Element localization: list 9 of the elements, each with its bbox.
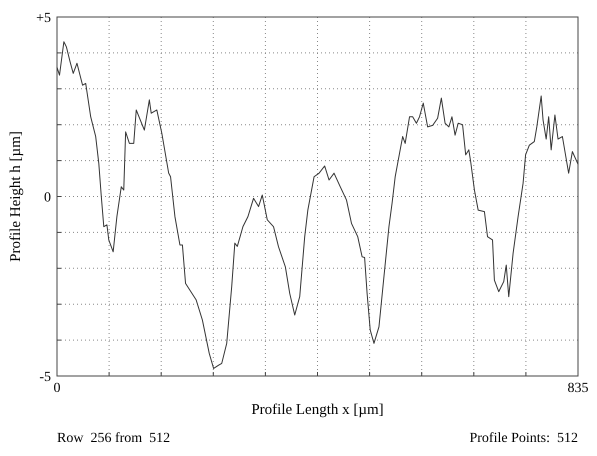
y-tick-label: -5 <box>39 370 51 385</box>
x-tick-label: 835 <box>568 381 588 396</box>
y-axis-title: Profile Height h [µm] <box>8 131 24 262</box>
x-axis-title: Profile Length x [µm] <box>251 402 384 418</box>
text: Row 256 from 512 <box>57 431 170 446</box>
line-series <box>56 41 578 369</box>
y-tick-label: 0 <box>44 190 51 206</box>
y-tick-label: +5 <box>36 10 51 26</box>
text: Profile Points: 512 <box>469 431 578 446</box>
